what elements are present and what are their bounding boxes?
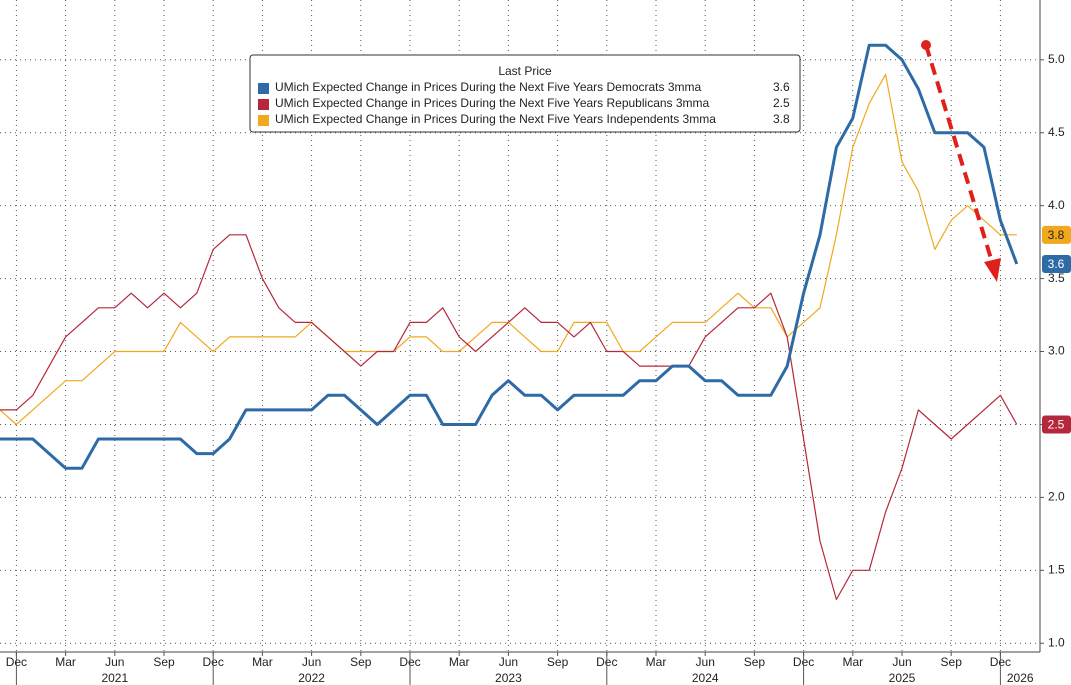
last-value-badge (1042, 225, 1071, 244)
x-year-label: 2025 (889, 671, 916, 685)
y-tick-label: 1.5 (1048, 562, 1065, 576)
y-tick-label: 4.5 (1048, 125, 1065, 139)
last-value-label: 2.5 (1048, 418, 1065, 432)
legend-title: Last Price (498, 64, 552, 78)
x-year-label: 2022 (298, 671, 325, 685)
x-tick-label: Mar (252, 655, 273, 669)
y-tick-label: 1.0 (1048, 635, 1065, 649)
legend-swatch (258, 115, 269, 126)
arrow-dot (921, 40, 931, 50)
arrow-head (984, 258, 1001, 282)
legend-value: 2.5 (773, 96, 790, 110)
grid (0, 0, 1040, 652)
y-tick-label: 3.0 (1048, 344, 1065, 358)
x-tick-label: Jun (892, 655, 911, 669)
x-tick-label: Mar (449, 655, 470, 669)
y-tick-label: 5.0 (1048, 52, 1065, 66)
x-tick-label: Jun (302, 655, 321, 669)
x-tick-label: Sep (153, 655, 175, 669)
y-tick-label: 4.0 (1048, 198, 1065, 212)
x-tick-label: Jun (696, 655, 715, 669)
legend-box (249, 54, 801, 133)
legend-swatch (258, 83, 269, 94)
x-tick-label: Mar (646, 655, 667, 669)
last-value-badge (1042, 415, 1071, 434)
x-tick-label: Mar (55, 655, 76, 669)
legend-swatch (258, 99, 269, 110)
y-tick-label: 2.0 (1048, 490, 1065, 504)
legend-label: UMich Expected Change in Prices During t… (275, 80, 702, 94)
last-value-label: 3.8 (1048, 228, 1065, 242)
x-tick-label: Mar (842, 655, 863, 669)
x-year-label: 2024 (692, 671, 719, 685)
x-tick-label: Jun (105, 655, 124, 669)
x-tick-label: Sep (941, 655, 963, 669)
last-value-label: 3.6 (1048, 257, 1065, 271)
last-value-badge (1042, 255, 1071, 274)
legend-value: 3.8 (773, 112, 790, 126)
legend: Last Price UMich Expected Change in Pric… (249, 54, 801, 133)
x-tick-label: Jun (499, 655, 518, 669)
x-year-label: 2023 (495, 671, 522, 685)
x-year-label: 2026 (1007, 671, 1034, 685)
annotation-arrow (921, 40, 1001, 282)
x-tick-label: Sep (350, 655, 372, 669)
legend-label: UMich Expected Change in Prices During t… (275, 112, 716, 126)
legend-label: UMich Expected Change in Prices During t… (275, 96, 710, 110)
series-line (0, 234, 1018, 601)
legend-value: 3.6 (773, 80, 790, 94)
series-line (0, 43, 1019, 470)
series-lines (0, 43, 1019, 601)
x-tick-label: Sep (547, 655, 569, 669)
x-tick-label: Sep (744, 655, 766, 669)
y-tick-label: 3.5 (1048, 271, 1065, 285)
x-year-label: 2021 (101, 671, 128, 685)
